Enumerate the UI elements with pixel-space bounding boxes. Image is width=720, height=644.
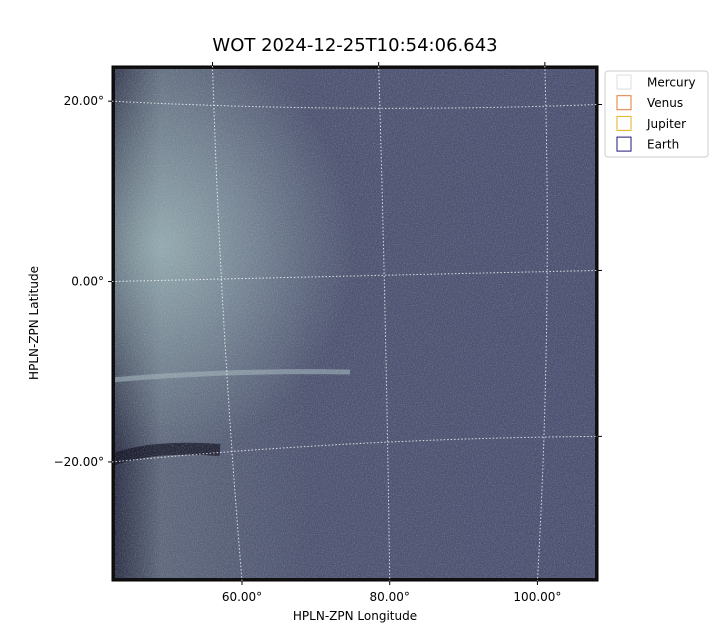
y-tick-label: 0.00° — [71, 275, 104, 289]
x-tick-label: 60.00° — [222, 590, 262, 604]
x-axis-label: HPLN-ZPN Longitude — [293, 609, 417, 623]
legend-label: Venus — [647, 96, 683, 110]
legend-label: Jupiter — [646, 117, 686, 131]
grid-line — [536, 65, 548, 582]
legend-marker — [616, 115, 632, 131]
axes-frame — [111, 65, 599, 582]
legend-label: Mercury — [647, 76, 696, 90]
grid-line — [211, 65, 243, 582]
chart-title: WOT 2024-12-25T10:54:06.643 — [212, 35, 497, 56]
grid-line — [111, 435, 599, 463]
x-tick-label: 100.00° — [513, 590, 561, 604]
grid-line — [111, 100, 599, 109]
y-axis-label: HPLN-ZPN Latitude — [27, 266, 41, 380]
legend-marker — [616, 95, 632, 111]
grid-line — [378, 65, 391, 582]
grid-line — [111, 269, 599, 283]
legend-label: Earth — [647, 138, 679, 152]
legend: Mercury Venus Jupiter Earth — [604, 70, 709, 158]
y-tick-label: 20.00° — [64, 94, 104, 108]
image — [112, 66, 598, 581]
legend-marker — [616, 136, 632, 152]
legend-marker — [616, 74, 632, 90]
y-tick-label: −20.00° — [54, 455, 104, 469]
x-tick-label: 80.00° — [370, 590, 410, 604]
legend-box — [604, 70, 709, 158]
